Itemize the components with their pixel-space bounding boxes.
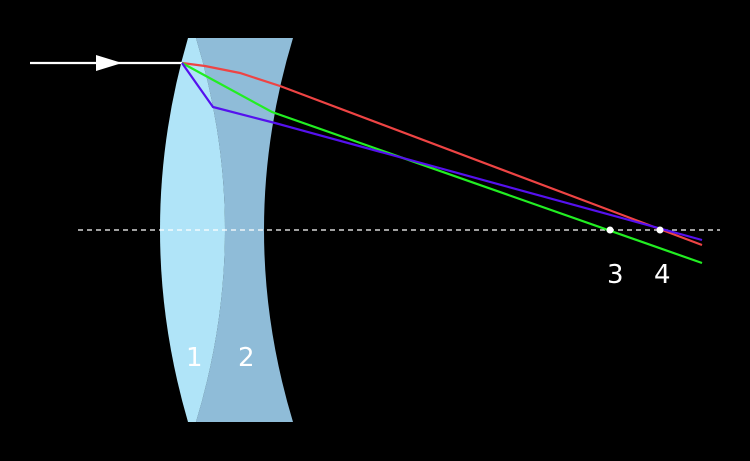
focus-3-label: 3 (607, 260, 624, 290)
green-ray (181, 62, 703, 265)
lens-1-label: 1 (186, 343, 203, 373)
red-ray (181, 61, 703, 247)
lens-1 (160, 38, 225, 422)
blue-ray (181, 62, 703, 242)
focal-point-3 (606, 226, 614, 234)
arrow-icon (96, 55, 122, 71)
focus-4-label: 4 (654, 260, 671, 290)
lens-2-label: 2 (238, 343, 255, 373)
focal-point-4 (656, 226, 664, 234)
